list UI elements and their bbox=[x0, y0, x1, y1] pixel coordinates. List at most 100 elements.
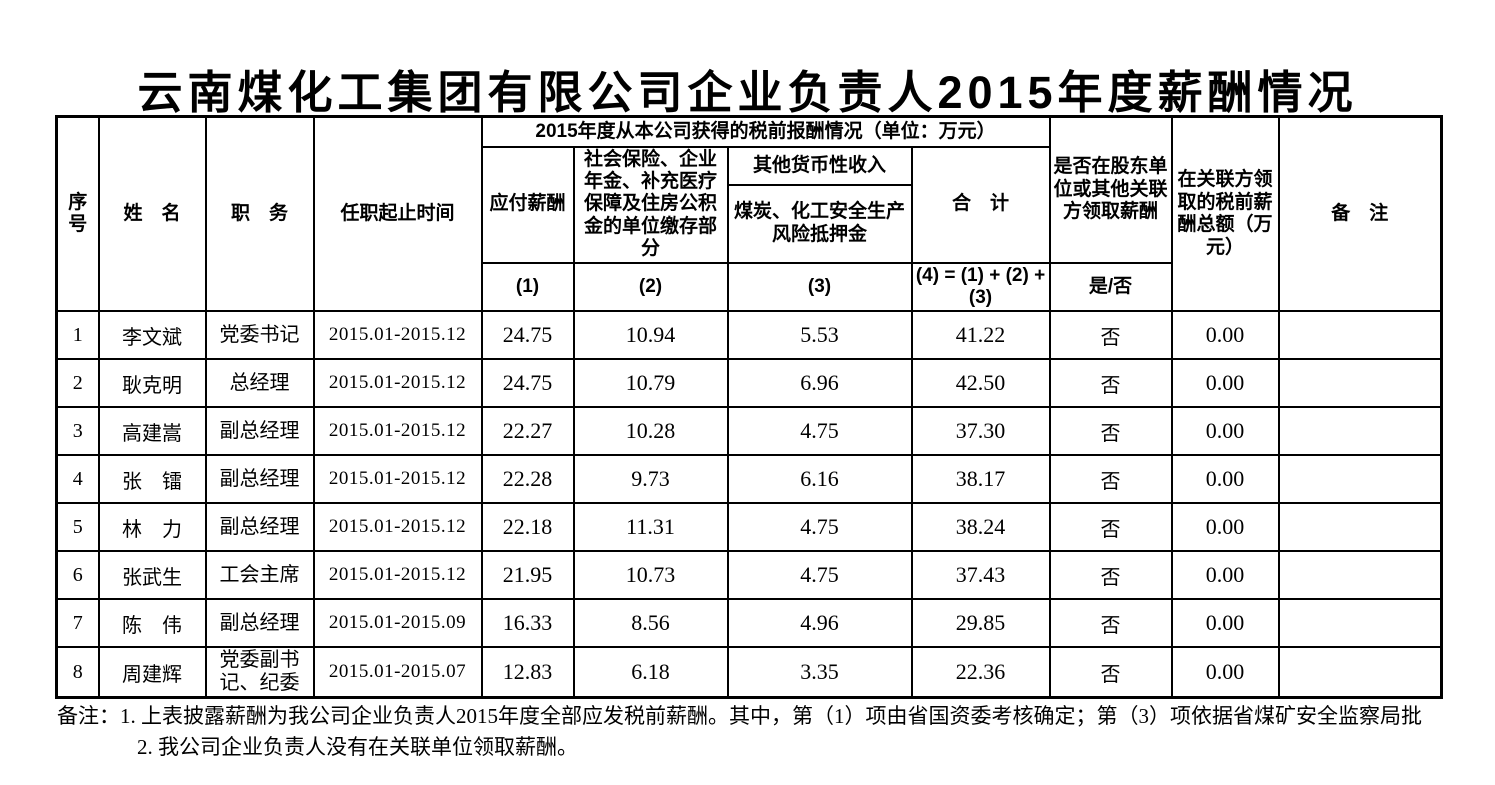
row-name: 张武生 bbox=[97, 550, 207, 601]
table-row: 7 陈 伟 副总经理 2015.01-2015.09 16.33 8.56 4.… bbox=[55, 598, 1443, 649]
row-social: 10.94 bbox=[572, 310, 729, 361]
header-risk-deposit: 煤炭、化工安全生产风险抵押金 bbox=[726, 184, 913, 264]
row-deposit: 5.53 bbox=[726, 310, 913, 361]
salary-table: 序号 姓 名 职 务 任职起止时间 2015年度从本公司获得的税前报酬情况（单位… bbox=[55, 115, 1444, 700]
header-total: 合 计 bbox=[910, 145, 1051, 264]
notes: 备注：1. 上表披露薪酬为我公司企业负责人2015年度全部应发税前薪酬。其中，第… bbox=[57, 701, 1487, 763]
row-related: 否 bbox=[1048, 358, 1173, 409]
row-remark bbox=[1277, 358, 1443, 409]
row-related-amount: 0.00 bbox=[1170, 310, 1280, 361]
row-deposit: 6.96 bbox=[726, 358, 913, 409]
header-yes-no: 是/否 bbox=[1048, 261, 1173, 313]
row-tenure: 2015.01-2015.12 bbox=[312, 310, 483, 361]
row-related: 否 bbox=[1048, 646, 1173, 699]
row-related-amount: 0.00 bbox=[1170, 550, 1280, 601]
row-name: 周建辉 bbox=[97, 646, 207, 699]
row-total: 37.30 bbox=[910, 406, 1051, 457]
row-related-amount: 0.00 bbox=[1170, 406, 1280, 457]
header-other-monetary-income: 其他货币性收入 bbox=[726, 145, 913, 187]
row-payable: 24.75 bbox=[480, 310, 575, 361]
header-related-party-amount: 在关联方领取的税前薪酬总额（万元） bbox=[1170, 115, 1280, 313]
table-row: 2 耿克明 总经理 2015.01-2015.12 24.75 10.79 6.… bbox=[55, 358, 1443, 409]
header-payable: 应付薪酬 bbox=[480, 145, 575, 264]
row-no: 4 bbox=[55, 454, 100, 505]
row-deposit: 4.96 bbox=[726, 598, 913, 649]
row-no: 1 bbox=[55, 310, 100, 361]
header-tenure: 任职起止时间 bbox=[312, 115, 483, 313]
row-remark bbox=[1277, 598, 1443, 649]
row-social: 11.31 bbox=[572, 502, 729, 553]
row-social: 10.73 bbox=[572, 550, 729, 601]
row-related: 否 bbox=[1048, 310, 1173, 361]
row-remark bbox=[1277, 310, 1443, 361]
row-name: 张 镭 bbox=[97, 454, 207, 505]
header-col4-formula: (4) = (1) + (2) + (3) bbox=[910, 261, 1051, 313]
row-position: 总经理 bbox=[204, 358, 315, 409]
row-remark bbox=[1277, 550, 1443, 601]
row-no: 8 bbox=[55, 646, 100, 699]
row-social: 10.79 bbox=[572, 358, 729, 409]
table-row: 1 李文斌 党委书记 2015.01-2015.12 24.75 10.94 5… bbox=[55, 310, 1443, 361]
table-row: 3 高建嵩 副总经理 2015.01-2015.12 22.27 10.28 4… bbox=[55, 406, 1443, 457]
row-name: 陈 伟 bbox=[97, 598, 207, 649]
row-position: 工会主席 bbox=[204, 550, 315, 601]
header-name: 姓 名 bbox=[97, 115, 207, 313]
header-row-4: (1) (2) (3) (4) = (1) + (2) + (3) 是/否 bbox=[57, 261, 1442, 313]
row-tenure: 2015.01-2015.12 bbox=[312, 358, 483, 409]
row-position: 党委副书记、纪委 bbox=[204, 646, 315, 699]
header-col1: (1) bbox=[480, 261, 575, 313]
row-social: 6.18 bbox=[572, 646, 729, 699]
header-no: 序号 bbox=[55, 115, 100, 313]
row-no: 6 bbox=[55, 550, 100, 601]
row-tenure: 2015.01-2015.12 bbox=[312, 550, 483, 601]
header-row-2: 应付薪酬 社会保险、企业年金、补充医疗保障及住房公积金的单位缴存部分 其他货币性… bbox=[57, 145, 1442, 264]
row-related: 否 bbox=[1048, 502, 1173, 553]
row-name: 林 力 bbox=[97, 502, 207, 553]
page-title: 云南煤化工集团有限公司企业负责人2015年度薪酬情况 bbox=[137, 67, 1358, 118]
header-row-3: 煤炭、化工安全生产风险抵押金 bbox=[57, 184, 1442, 264]
row-name: 李文斌 bbox=[97, 310, 207, 361]
row-remark bbox=[1277, 406, 1443, 457]
header-col3: (3) bbox=[726, 261, 913, 313]
row-deposit: 6.16 bbox=[726, 454, 913, 505]
table-row: 4 张 镭 副总经理 2015.01-2015.12 22.28 9.73 6.… bbox=[55, 454, 1443, 505]
row-position: 副总经理 bbox=[204, 598, 315, 649]
header-social-insurance: 社会保险、企业年金、补充医疗保障及住房公积金的单位缴存部分 bbox=[572, 145, 729, 264]
header-row-1: 序号 姓 名 职 务 任职起止时间 2015年度从本公司获得的税前报酬情况（单位… bbox=[55, 115, 1443, 313]
row-payable: 22.27 bbox=[480, 406, 575, 457]
table-row: 6 张武生 工会主席 2015.01-2015.12 21.95 10.73 4… bbox=[55, 550, 1443, 601]
row-payable: 16.33 bbox=[480, 598, 575, 649]
note-line-2: 2. 我公司企业负责人没有在关联单位领取薪酬。 bbox=[137, 735, 578, 759]
row-remark bbox=[1277, 454, 1443, 505]
table-row: 8 周建辉 党委副书记、纪委 2015.01-2015.07 12.83 6.1… bbox=[55, 646, 1443, 699]
row-related: 否 bbox=[1048, 454, 1173, 505]
header-col2: (2) bbox=[572, 261, 729, 313]
row-social: 8.56 bbox=[572, 598, 729, 649]
row-position: 副总经理 bbox=[204, 502, 315, 553]
row-payable: 12.83 bbox=[480, 646, 575, 699]
row-name: 耿克明 bbox=[97, 358, 207, 409]
row-remark bbox=[1277, 502, 1443, 553]
row-tenure: 2015.01-2015.12 bbox=[312, 406, 483, 457]
row-total: 42.50 bbox=[910, 358, 1051, 409]
row-payable: 22.28 bbox=[480, 454, 575, 505]
row-payable: 22.18 bbox=[480, 502, 575, 553]
table-row: 5 林 力 副总经理 2015.01-2015.12 22.18 11.31 4… bbox=[55, 502, 1443, 553]
row-tenure: 2015.01-2015.12 bbox=[312, 454, 483, 505]
row-total: 38.17 bbox=[910, 454, 1051, 505]
row-social: 9.73 bbox=[572, 454, 729, 505]
row-social: 10.28 bbox=[572, 406, 729, 457]
header-pretax-group: 2015年度从本公司获得的税前报酬情况（单位：万元） bbox=[480, 115, 1051, 148]
row-no: 5 bbox=[55, 502, 100, 553]
row-total: 29.85 bbox=[910, 598, 1051, 649]
row-position: 党委书记 bbox=[204, 310, 315, 361]
row-position: 副总经理 bbox=[204, 406, 315, 457]
row-related-amount: 0.00 bbox=[1170, 502, 1280, 553]
header-related-party-question: 是否在股东单位或其他关联方领取薪酬 bbox=[1048, 115, 1173, 264]
row-total: 41.22 bbox=[910, 310, 1051, 361]
row-deposit: 4.75 bbox=[726, 502, 913, 553]
note-line-1-text: 1. 上表披露薪酬为我公司企业负责人2015年度全部应发税前薪酬。其中，第（1）… bbox=[120, 704, 1422, 728]
row-related: 否 bbox=[1048, 598, 1173, 649]
row-related-amount: 0.00 bbox=[1170, 454, 1280, 505]
